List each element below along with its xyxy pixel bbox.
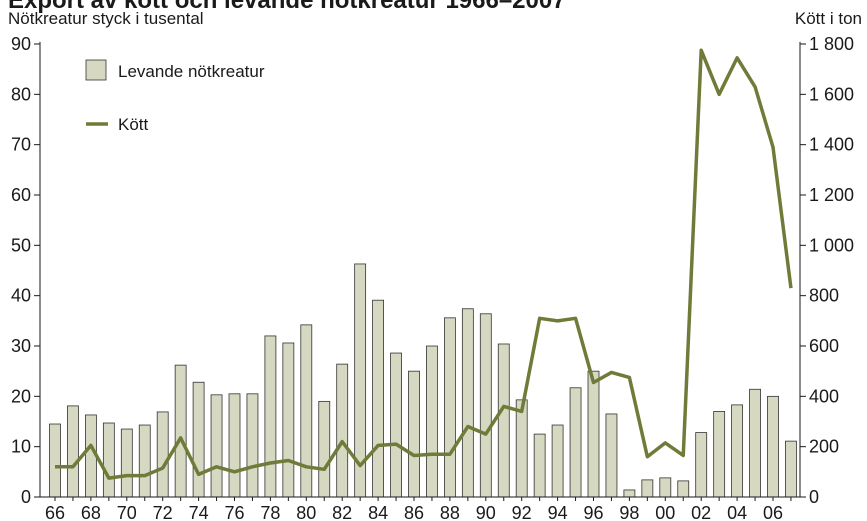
- x-tick-label: 66: [45, 503, 65, 521]
- x-tick-label: 86: [404, 503, 424, 521]
- x-tick-label: 94: [548, 503, 568, 521]
- bar: [623, 489, 636, 498]
- bar: [533, 433, 546, 498]
- x-tick-label: 78: [260, 503, 280, 521]
- bar: [695, 432, 708, 498]
- x-tick-label: 04: [727, 503, 747, 521]
- legend-swatch: [85, 59, 107, 81]
- y2-tick-label: 1 200: [809, 185, 854, 205]
- bar: [641, 479, 654, 498]
- legend-label: Levande nötkreatur: [118, 62, 265, 81]
- bar: [677, 480, 690, 498]
- bar: [551, 424, 564, 498]
- bar: [318, 400, 331, 498]
- chart-title: Export av kött och levande nötkreatur 19…: [8, 0, 566, 14]
- x-tick-label: 84: [368, 503, 388, 521]
- bar: [120, 428, 133, 498]
- x-tick-label: 82: [332, 503, 352, 521]
- y-tick-label: 20: [11, 386, 31, 406]
- bar: [731, 404, 743, 498]
- bar: [67, 405, 79, 498]
- y-tick-label: 50: [11, 235, 31, 255]
- y2-tick-label: 0: [809, 487, 819, 507]
- y-tick-label: 80: [11, 84, 31, 104]
- x-tick-label: 00: [655, 503, 675, 521]
- bar: [767, 395, 779, 498]
- bar: [426, 345, 438, 498]
- y-tick-label: 60: [11, 185, 31, 205]
- y2-tick-label: 1 800: [809, 34, 854, 54]
- x-tick-label: 70: [117, 503, 137, 521]
- x-tick-label: 06: [763, 503, 783, 521]
- bar: [749, 388, 761, 498]
- bar: [461, 308, 474, 498]
- x-tick-label: 90: [476, 503, 496, 521]
- y-tick-label: 90: [11, 34, 31, 54]
- y-tick-label: 30: [11, 336, 31, 356]
- bar: [228, 393, 241, 498]
- line: [55, 48, 793, 480]
- x-tick-label: 02: [691, 503, 711, 521]
- bar: [246, 393, 259, 498]
- bar: [174, 364, 187, 498]
- y2-tick-label: 1 400: [809, 135, 854, 155]
- bar: [479, 313, 492, 498]
- y2-tick-label: 1 000: [809, 235, 854, 255]
- y2-axis-title: Kött i ton: [795, 9, 862, 28]
- bar: [443, 317, 456, 498]
- bar: [390, 352, 402, 498]
- y2-tick-label: 800: [809, 286, 839, 306]
- x-tick-label: 92: [512, 503, 532, 521]
- bar: [49, 423, 61, 498]
- bar: [210, 394, 223, 498]
- bar: [569, 387, 582, 498]
- bar: [264, 335, 277, 498]
- bar: [587, 370, 600, 498]
- x-tick-label: 74: [189, 503, 209, 521]
- y-axis-title: Nötkreatur styck i tusental: [8, 9, 204, 28]
- y2-tick-label: 600: [809, 336, 839, 356]
- bar: [408, 370, 420, 498]
- y2-tick-label: 1 600: [809, 84, 854, 104]
- bar: [659, 477, 672, 498]
- bar: [336, 363, 349, 498]
- y-tick-label: 0: [21, 487, 31, 507]
- x-tick-label: 68: [81, 503, 101, 521]
- y-tick-label: 10: [11, 437, 31, 457]
- y2-tick-label: 200: [809, 437, 839, 457]
- x-tick-label: 72: [153, 503, 173, 521]
- bar: [515, 399, 528, 498]
- x-tick-label: 80: [296, 503, 316, 521]
- bar: [192, 381, 205, 498]
- bar: [300, 324, 313, 498]
- bar: [785, 440, 797, 498]
- bar: [156, 411, 169, 498]
- x-tick-label: 88: [440, 503, 460, 521]
- x-tick-label: 96: [583, 503, 603, 521]
- y-tick-label: 70: [11, 135, 31, 155]
- x-tick-label: 76: [224, 503, 244, 521]
- bar: [605, 413, 618, 498]
- bar: [138, 424, 151, 498]
- y2-tick-label: 400: [809, 386, 839, 406]
- legend-label: Kött: [118, 115, 149, 134]
- bar: [102, 422, 115, 498]
- bar: [372, 299, 385, 498]
- y-tick-label: 40: [11, 286, 31, 306]
- bar: [497, 343, 510, 498]
- bar: [713, 411, 726, 498]
- x-tick-label: 98: [619, 503, 639, 521]
- bar: [282, 342, 295, 498]
